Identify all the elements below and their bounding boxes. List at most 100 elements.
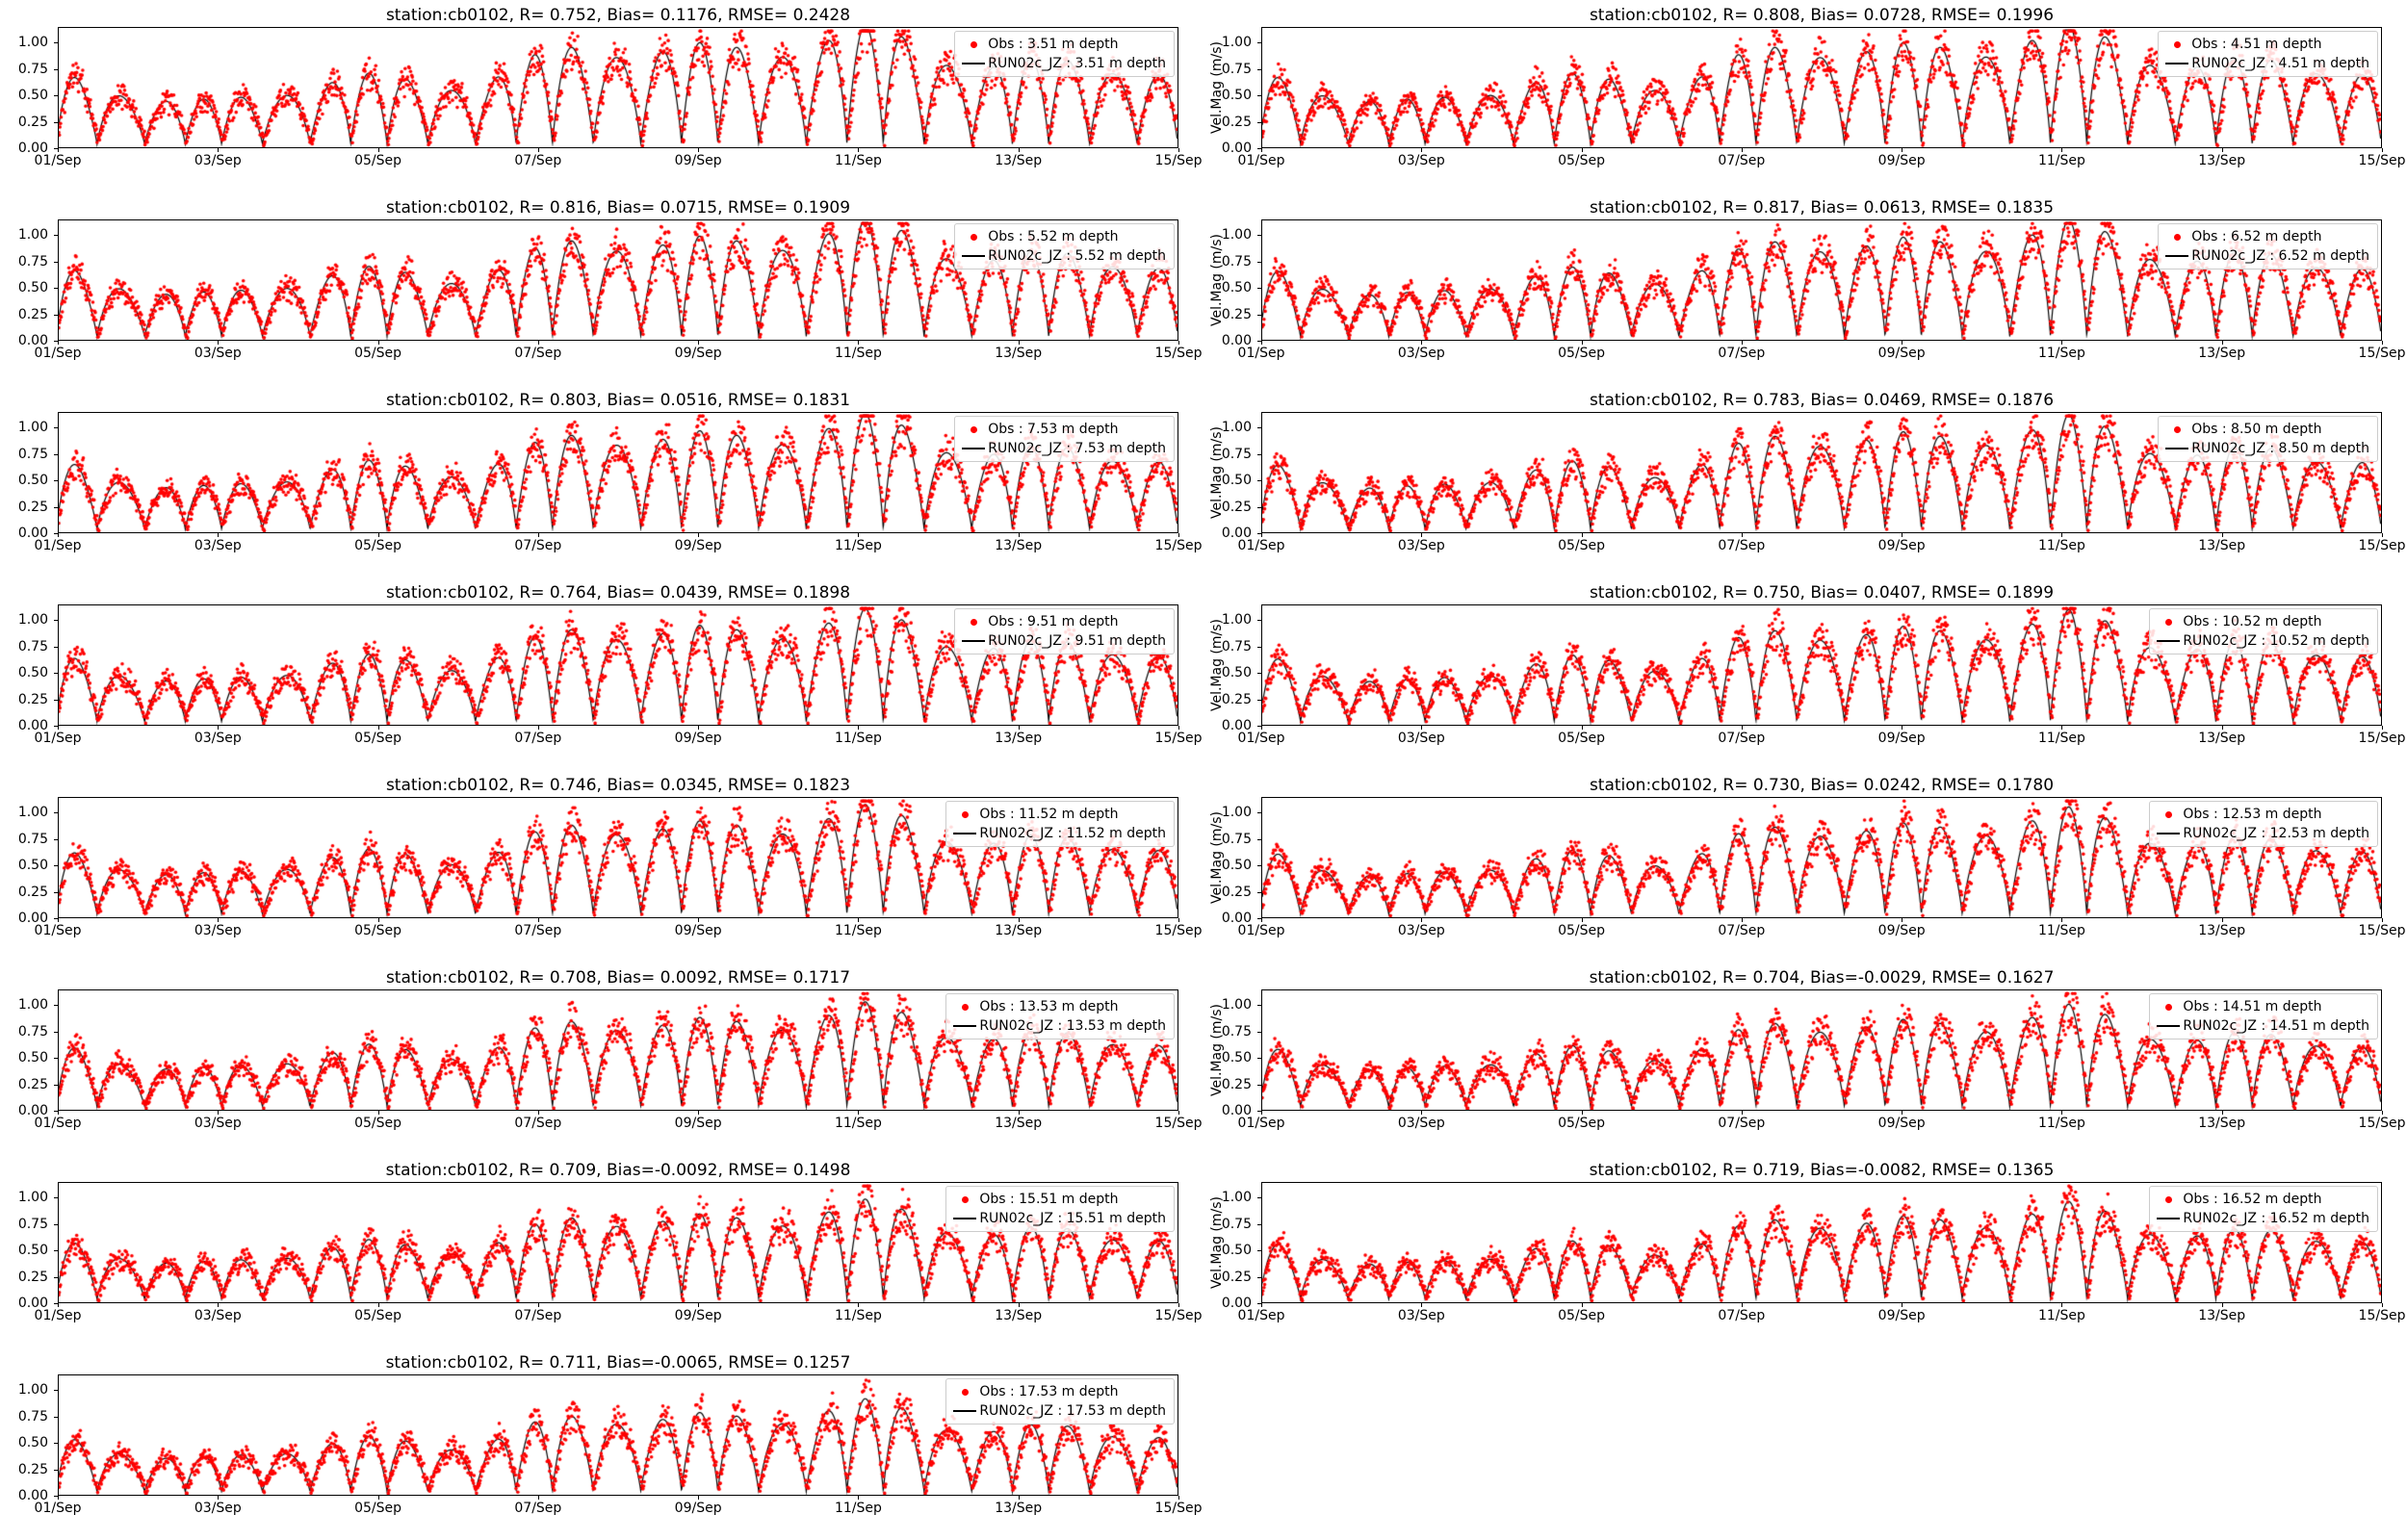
legend-model-label: RUN02c_JZ : 15.51 m depth [979,1211,1166,1226]
y-tick-mark [54,148,58,149]
y-tick-mark [1257,288,1261,289]
y-tick-label: 0.25 [1221,114,1252,130]
x-tick-mark [2222,148,2223,152]
x-tick-mark [1742,148,1743,152]
x-tick-label: 07/Sep [514,731,562,746]
x-tick-mark [58,1496,59,1500]
x-tick-label: 15/Sep [2358,153,2406,168]
y-tick-mark [1257,122,1261,123]
x-tick-label: 11/Sep [834,923,882,938]
x-tick-mark [2061,148,2062,152]
x-tick-label: 01/Sep [34,731,82,746]
y-tick-label: 0.25 [1221,499,1252,515]
x-tick-mark [538,918,539,922]
plot-area: Obs : 14.51 m depth RUN02c_JZ : 14.51 m … [1261,989,2382,1111]
legend: Obs : 9.51 m depth RUN02c_JZ : 9.51 m de… [954,608,1175,654]
subplot-panel: station:cb0102, R= 0.783, Bias= 0.0469, … [1204,385,2407,578]
legend-model-handle [959,63,988,64]
legend-obs-handle [2154,810,2183,818]
x-tick-label: 03/Sep [194,153,242,168]
legend-obs-label: Obs : 12.53 m depth [2183,807,2322,822]
x-tick-label: 15/Sep [2358,346,2406,361]
legend-model-entry: RUN02c_JZ : 9.51 m depth [959,631,1166,651]
model-line-icon [2157,1025,2181,1027]
y-tick-label: 0.25 [1221,1076,1252,1092]
legend-model-handle [950,1410,979,1412]
plot-area: Obs : 7.53 m depth RUN02c_JZ : 7.53 m de… [58,412,1178,533]
legend-obs-handle [950,1388,979,1396]
x-tick-mark [698,1496,699,1500]
x-tick-label: 01/Sep [1237,346,1285,361]
legend-obs-entry: Obs : 16.52 m depth [2154,1190,2369,1209]
y-tick-label: 0.75 [17,831,48,847]
plot-area: Obs : 17.53 m depth RUN02c_JZ : 17.53 m … [58,1374,1178,1496]
legend-obs-label: Obs : 16.52 m depth [2183,1192,2322,1207]
legend-obs-entry: Obs : 8.50 m depth [2162,420,2369,439]
y-tick-mark [1257,507,1261,508]
model-line-icon [953,1218,977,1219]
subplot-title: station:cb0102, R= 0.783, Bias= 0.0469, … [1589,391,2055,410]
x-tick-label: 07/Sep [1718,731,1766,746]
legend-model-entry: RUN02c_JZ : 10.52 m depth [2154,631,2369,651]
legend-model-handle [2162,255,2191,257]
plot-area: Obs : 3.51 m depth RUN02c_JZ : 3.51 m de… [58,27,1178,148]
y-tick-mark [54,42,58,43]
x-tick-label: 15/Sep [2358,1116,2406,1131]
x-tick-label: 15/Sep [1154,346,1203,361]
x-tick-mark [2061,1111,2062,1115]
legend-model-label: RUN02c_JZ : 16.52 m depth [2183,1211,2369,1226]
x-tick-label: 11/Sep [2037,1308,2085,1323]
legend-obs-entry: Obs : 12.53 m depth [2154,805,2369,824]
x-tick-label: 13/Sep [995,731,1043,746]
x-tick-label: 07/Sep [1718,538,1766,553]
y-tick-mark [54,341,58,342]
y-tick-label: 0.75 [17,253,48,270]
y-tick-label: 0.25 [17,1076,48,1092]
y-tick-label: 0.00 [17,718,48,733]
legend-model-entry: RUN02c_JZ : 15.51 m depth [950,1209,1166,1228]
y-tick-mark [1257,647,1261,648]
legend-obs-label: Obs : 6.52 m depth [2191,229,2322,244]
y-tick-label: 1.00 [17,35,48,51]
x-tick-mark [1178,533,1179,537]
legend-model-entry: RUN02c_JZ : 4.51 m depth [2162,54,2369,73]
x-tick-mark [698,726,699,730]
y-tick-label: 0.25 [17,499,48,515]
model-line-icon [2165,63,2189,64]
x-tick-label: 05/Sep [1558,731,1606,746]
obs-marker-icon [2164,810,2172,818]
x-tick-mark [58,1111,59,1115]
x-tick-mark [1742,533,1743,537]
x-tick-mark [538,148,539,152]
legend-obs-handle [959,233,988,241]
x-tick-label: 09/Sep [674,153,722,168]
subplot-title: station:cb0102, R= 0.816, Bias= 0.0715, … [385,198,851,218]
x-tick-label: 13/Sep [2198,923,2246,938]
y-tick-mark [1257,1303,1261,1304]
x-tick-mark [538,726,539,730]
x-tick-mark [218,148,219,152]
plot-area: Obs : 4.51 m depth RUN02c_JZ : 4.51 m de… [1261,27,2382,148]
x-tick-label: 13/Sep [995,153,1043,168]
x-tick-mark [58,533,59,537]
x-tick-mark [1582,148,1583,152]
x-tick-label: 15/Sep [1154,538,1203,553]
x-tick-label: 11/Sep [2037,1116,2085,1131]
x-tick-label: 07/Sep [1718,923,1766,938]
x-tick-label: 01/Sep [1237,1308,1285,1323]
x-tick-label: 15/Sep [1154,1308,1203,1323]
y-tick-mark [1257,235,1261,236]
legend-model-entry: RUN02c_JZ : 16.52 m depth [2154,1209,2369,1228]
y-tick-mark [54,480,58,481]
x-tick-mark [58,341,59,345]
x-tick-label: 03/Sep [194,731,242,746]
x-tick-mark [218,726,219,730]
x-tick-label: 01/Sep [34,346,82,361]
legend-obs-entry: Obs : 6.52 m depth [2162,227,2369,246]
x-tick-mark [698,341,699,345]
legend: Obs : 13.53 m depth RUN02c_JZ : 13.53 m … [945,993,1175,1040]
y-tick-label: 0.00 [17,1488,48,1503]
x-tick-mark [1261,726,1262,730]
x-tick-label: 01/Sep [34,153,82,168]
y-tick-label: 1.00 [17,420,48,436]
